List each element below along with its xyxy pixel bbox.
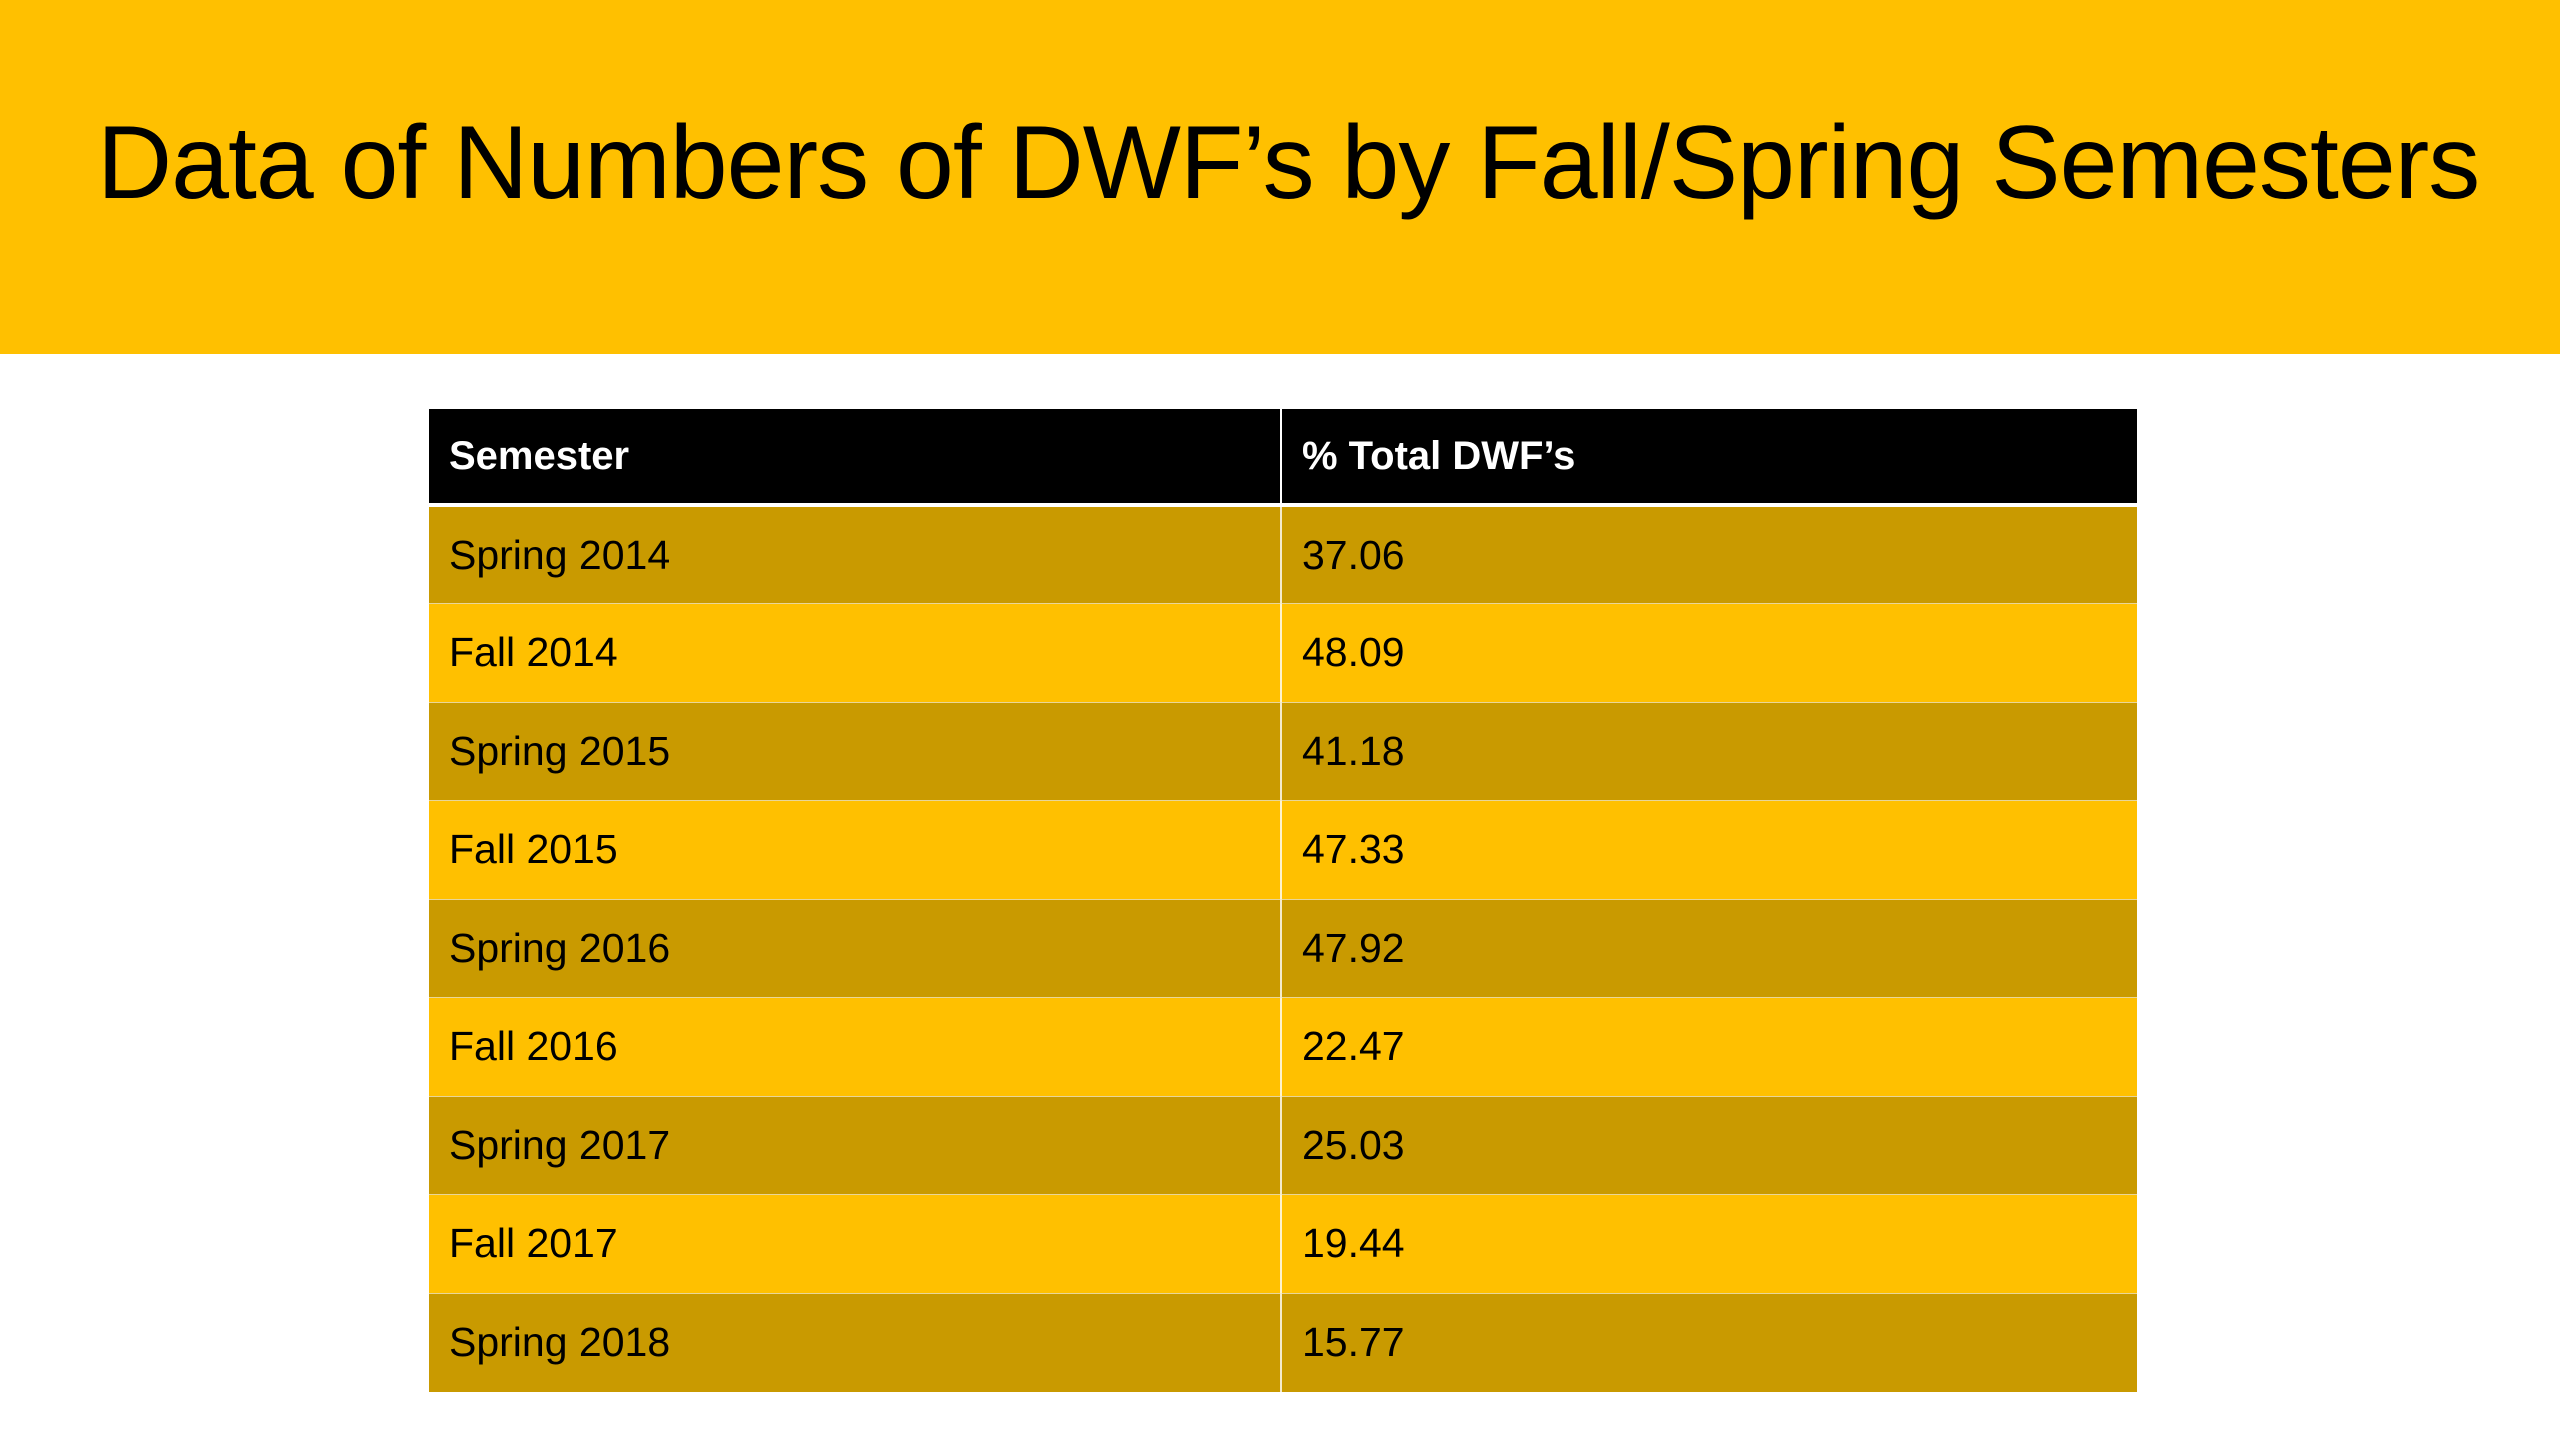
table-row: Fall 2015 47.33	[429, 800, 2137, 899]
cell-semester: Spring 2014	[429, 504, 1281, 604]
table-row: Spring 2015 41.18	[429, 701, 2137, 801]
table-header-row: Semester % Total DWF’s	[429, 409, 2137, 507]
cell-percent: 15.77	[1280, 1292, 2137, 1392]
cell-semester: Spring 2015	[429, 701, 1281, 801]
slide-title: Data of Numbers of DWF’s by Fall/Spring …	[97, 105, 2480, 221]
table-row: Fall 2016 22.47	[429, 997, 2137, 1096]
dwf-table: Semester % Total DWF’s Spring 2014 37.06…	[429, 409, 2137, 1392]
cell-semester: Fall 2017	[429, 1194, 1281, 1293]
cell-semester: Spring 2017	[429, 1095, 1281, 1195]
table-row: Spring 2017 25.03	[429, 1095, 2137, 1195]
cell-percent: 47.92	[1280, 898, 2137, 998]
cell-percent: 37.06	[1280, 504, 2137, 604]
cell-percent: 48.09	[1280, 603, 2137, 702]
header-total-dwf: % Total DWF’s	[1280, 409, 2137, 507]
header-semester: Semester	[429, 409, 1281, 507]
cell-semester: Spring 2018	[429, 1292, 1281, 1392]
dwf-table-container: Semester % Total DWF’s Spring 2014 37.06…	[429, 409, 2137, 1392]
table-row: Spring 2014 37.06	[429, 504, 2137, 604]
cell-semester: Fall 2016	[429, 997, 1281, 1096]
cell-percent: 19.44	[1280, 1194, 2137, 1293]
cell-percent: 47.33	[1280, 800, 2137, 899]
title-band: Data of Numbers of DWF’s by Fall/Spring …	[0, 0, 2560, 354]
cell-percent: 22.47	[1280, 997, 2137, 1096]
table-row: Spring 2018 15.77	[429, 1292, 2137, 1392]
table-row: Fall 2017 19.44	[429, 1194, 2137, 1293]
table-row: Spring 2016 47.92	[429, 898, 2137, 998]
table-row: Fall 2014 48.09	[429, 603, 2137, 702]
cell-semester: Fall 2014	[429, 603, 1281, 702]
cell-semester: Fall 2015	[429, 800, 1281, 899]
cell-percent: 25.03	[1280, 1095, 2137, 1195]
cell-semester: Spring 2016	[429, 898, 1281, 998]
cell-percent: 41.18	[1280, 701, 2137, 801]
